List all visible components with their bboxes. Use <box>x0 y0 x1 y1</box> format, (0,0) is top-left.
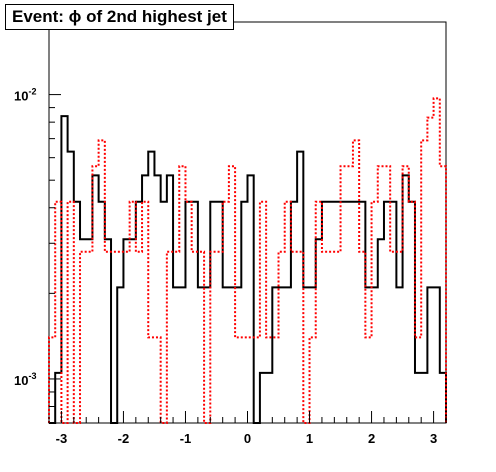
x-tick-label: -3 <box>56 431 68 446</box>
x-tick-label: 3 <box>430 431 437 446</box>
y-tick-label: 10-3 <box>14 371 36 388</box>
series-2-histogram <box>48 97 447 424</box>
y-tick-label: 10-2 <box>14 87 36 104</box>
x-tick-label: -1 <box>180 431 192 446</box>
x-tick-label: 1 <box>306 431 313 446</box>
series-1-histogram <box>49 115 447 424</box>
axis-layer: -3 -2 -1 0 1 2 3 10-2 10-3 <box>14 87 447 446</box>
x-tick-label: 0 <box>244 431 251 446</box>
plot-frame <box>48 21 447 424</box>
x-tick-label: 2 <box>368 431 375 446</box>
series-layer <box>48 97 447 424</box>
x-tick-label: -2 <box>118 431 130 446</box>
chart-title: Event: ϕ of 2nd highest jet <box>5 4 234 30</box>
